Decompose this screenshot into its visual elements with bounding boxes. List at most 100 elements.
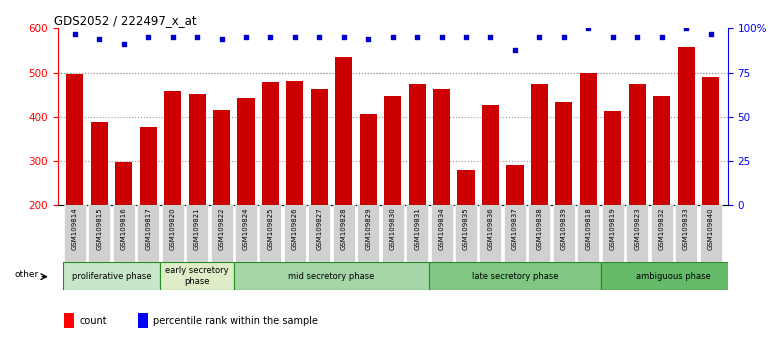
Text: GSM109834: GSM109834 <box>439 207 444 250</box>
FancyBboxPatch shape <box>699 205 721 262</box>
FancyBboxPatch shape <box>553 205 575 262</box>
Bar <box>237 98 255 205</box>
Bar <box>580 73 597 205</box>
Point <box>118 41 130 47</box>
Point <box>607 34 619 40</box>
FancyBboxPatch shape <box>382 205 403 262</box>
Point <box>166 34 179 40</box>
Point <box>631 34 644 40</box>
Bar <box>678 47 695 205</box>
Bar <box>702 76 719 205</box>
Bar <box>628 84 646 205</box>
Bar <box>62 262 160 290</box>
Bar <box>213 110 230 205</box>
Bar <box>555 102 572 205</box>
Point <box>93 36 105 42</box>
Bar <box>430 262 601 290</box>
Bar <box>531 84 548 205</box>
Point <box>582 25 594 31</box>
Point <box>362 36 374 42</box>
Text: early secretory
phase: early secretory phase <box>166 267 229 286</box>
FancyBboxPatch shape <box>651 205 673 262</box>
Text: ambiguous phase: ambiguous phase <box>637 272 711 281</box>
FancyBboxPatch shape <box>601 205 624 262</box>
Text: GSM109839: GSM109839 <box>561 207 567 250</box>
Point <box>191 34 203 40</box>
Text: percentile rank within the sample: percentile rank within the sample <box>153 315 318 326</box>
Text: GSM109821: GSM109821 <box>194 207 200 250</box>
Point <box>534 34 546 40</box>
Text: GSM109823: GSM109823 <box>634 207 640 250</box>
Text: GSM109840: GSM109840 <box>708 207 714 250</box>
Point <box>337 34 350 40</box>
Text: GSM109817: GSM109817 <box>146 207 151 250</box>
Text: GSM109825: GSM109825 <box>267 207 273 250</box>
FancyBboxPatch shape <box>64 205 86 262</box>
Bar <box>164 91 181 205</box>
Point <box>216 36 228 42</box>
Bar <box>189 94 206 205</box>
FancyBboxPatch shape <box>333 205 355 262</box>
Text: other: other <box>15 270 38 279</box>
FancyBboxPatch shape <box>137 205 159 262</box>
FancyBboxPatch shape <box>455 205 477 262</box>
Text: proliferative phase: proliferative phase <box>72 272 151 281</box>
Text: GSM109838: GSM109838 <box>537 207 542 250</box>
Text: GSM109831: GSM109831 <box>414 207 420 250</box>
FancyBboxPatch shape <box>504 205 526 262</box>
Bar <box>65 313 75 328</box>
Point <box>680 25 692 31</box>
Text: GSM109829: GSM109829 <box>365 207 371 250</box>
Text: GSM109833: GSM109833 <box>683 207 689 250</box>
Text: GSM109837: GSM109837 <box>512 207 518 250</box>
Point <box>705 31 717 36</box>
Text: GSM109824: GSM109824 <box>243 207 249 250</box>
FancyBboxPatch shape <box>430 205 453 262</box>
Bar <box>604 110 621 205</box>
Bar <box>482 105 499 205</box>
Bar <box>234 262 430 290</box>
Point <box>411 34 424 40</box>
Text: GSM109827: GSM109827 <box>316 207 323 250</box>
Bar <box>160 262 234 290</box>
Bar <box>286 81 303 205</box>
Point <box>69 31 81 36</box>
Text: GSM109814: GSM109814 <box>72 207 78 250</box>
Point <box>289 34 301 40</box>
Bar <box>262 82 279 205</box>
Bar <box>66 74 83 205</box>
Text: GSM109828: GSM109828 <box>341 207 346 250</box>
Text: GSM109819: GSM109819 <box>610 207 616 250</box>
Point <box>387 34 399 40</box>
FancyBboxPatch shape <box>89 205 110 262</box>
FancyBboxPatch shape <box>480 205 501 262</box>
Bar <box>409 84 426 205</box>
FancyBboxPatch shape <box>284 205 306 262</box>
Bar <box>384 97 401 205</box>
Bar <box>139 127 157 205</box>
Bar <box>433 89 450 205</box>
Text: GSM109816: GSM109816 <box>121 207 127 250</box>
Text: GSM109820: GSM109820 <box>169 207 176 250</box>
FancyBboxPatch shape <box>186 205 208 262</box>
Bar <box>91 122 108 205</box>
Text: GSM109815: GSM109815 <box>96 207 102 250</box>
Point <box>557 34 570 40</box>
FancyBboxPatch shape <box>162 205 184 262</box>
Point <box>313 34 326 40</box>
Text: GSM109818: GSM109818 <box>585 207 591 250</box>
Text: GSM109822: GSM109822 <box>219 207 225 250</box>
FancyBboxPatch shape <box>406 205 428 262</box>
FancyBboxPatch shape <box>235 205 257 262</box>
Bar <box>138 313 148 328</box>
Text: count: count <box>79 315 107 326</box>
Text: GSM109826: GSM109826 <box>292 207 298 250</box>
Text: mid secretory phase: mid secretory phase <box>289 272 375 281</box>
Point <box>142 34 154 40</box>
FancyBboxPatch shape <box>675 205 697 262</box>
Bar <box>335 57 353 205</box>
Text: GSM109836: GSM109836 <box>487 207 494 250</box>
Point <box>509 47 521 52</box>
Point <box>436 34 448 40</box>
FancyBboxPatch shape <box>259 205 282 262</box>
